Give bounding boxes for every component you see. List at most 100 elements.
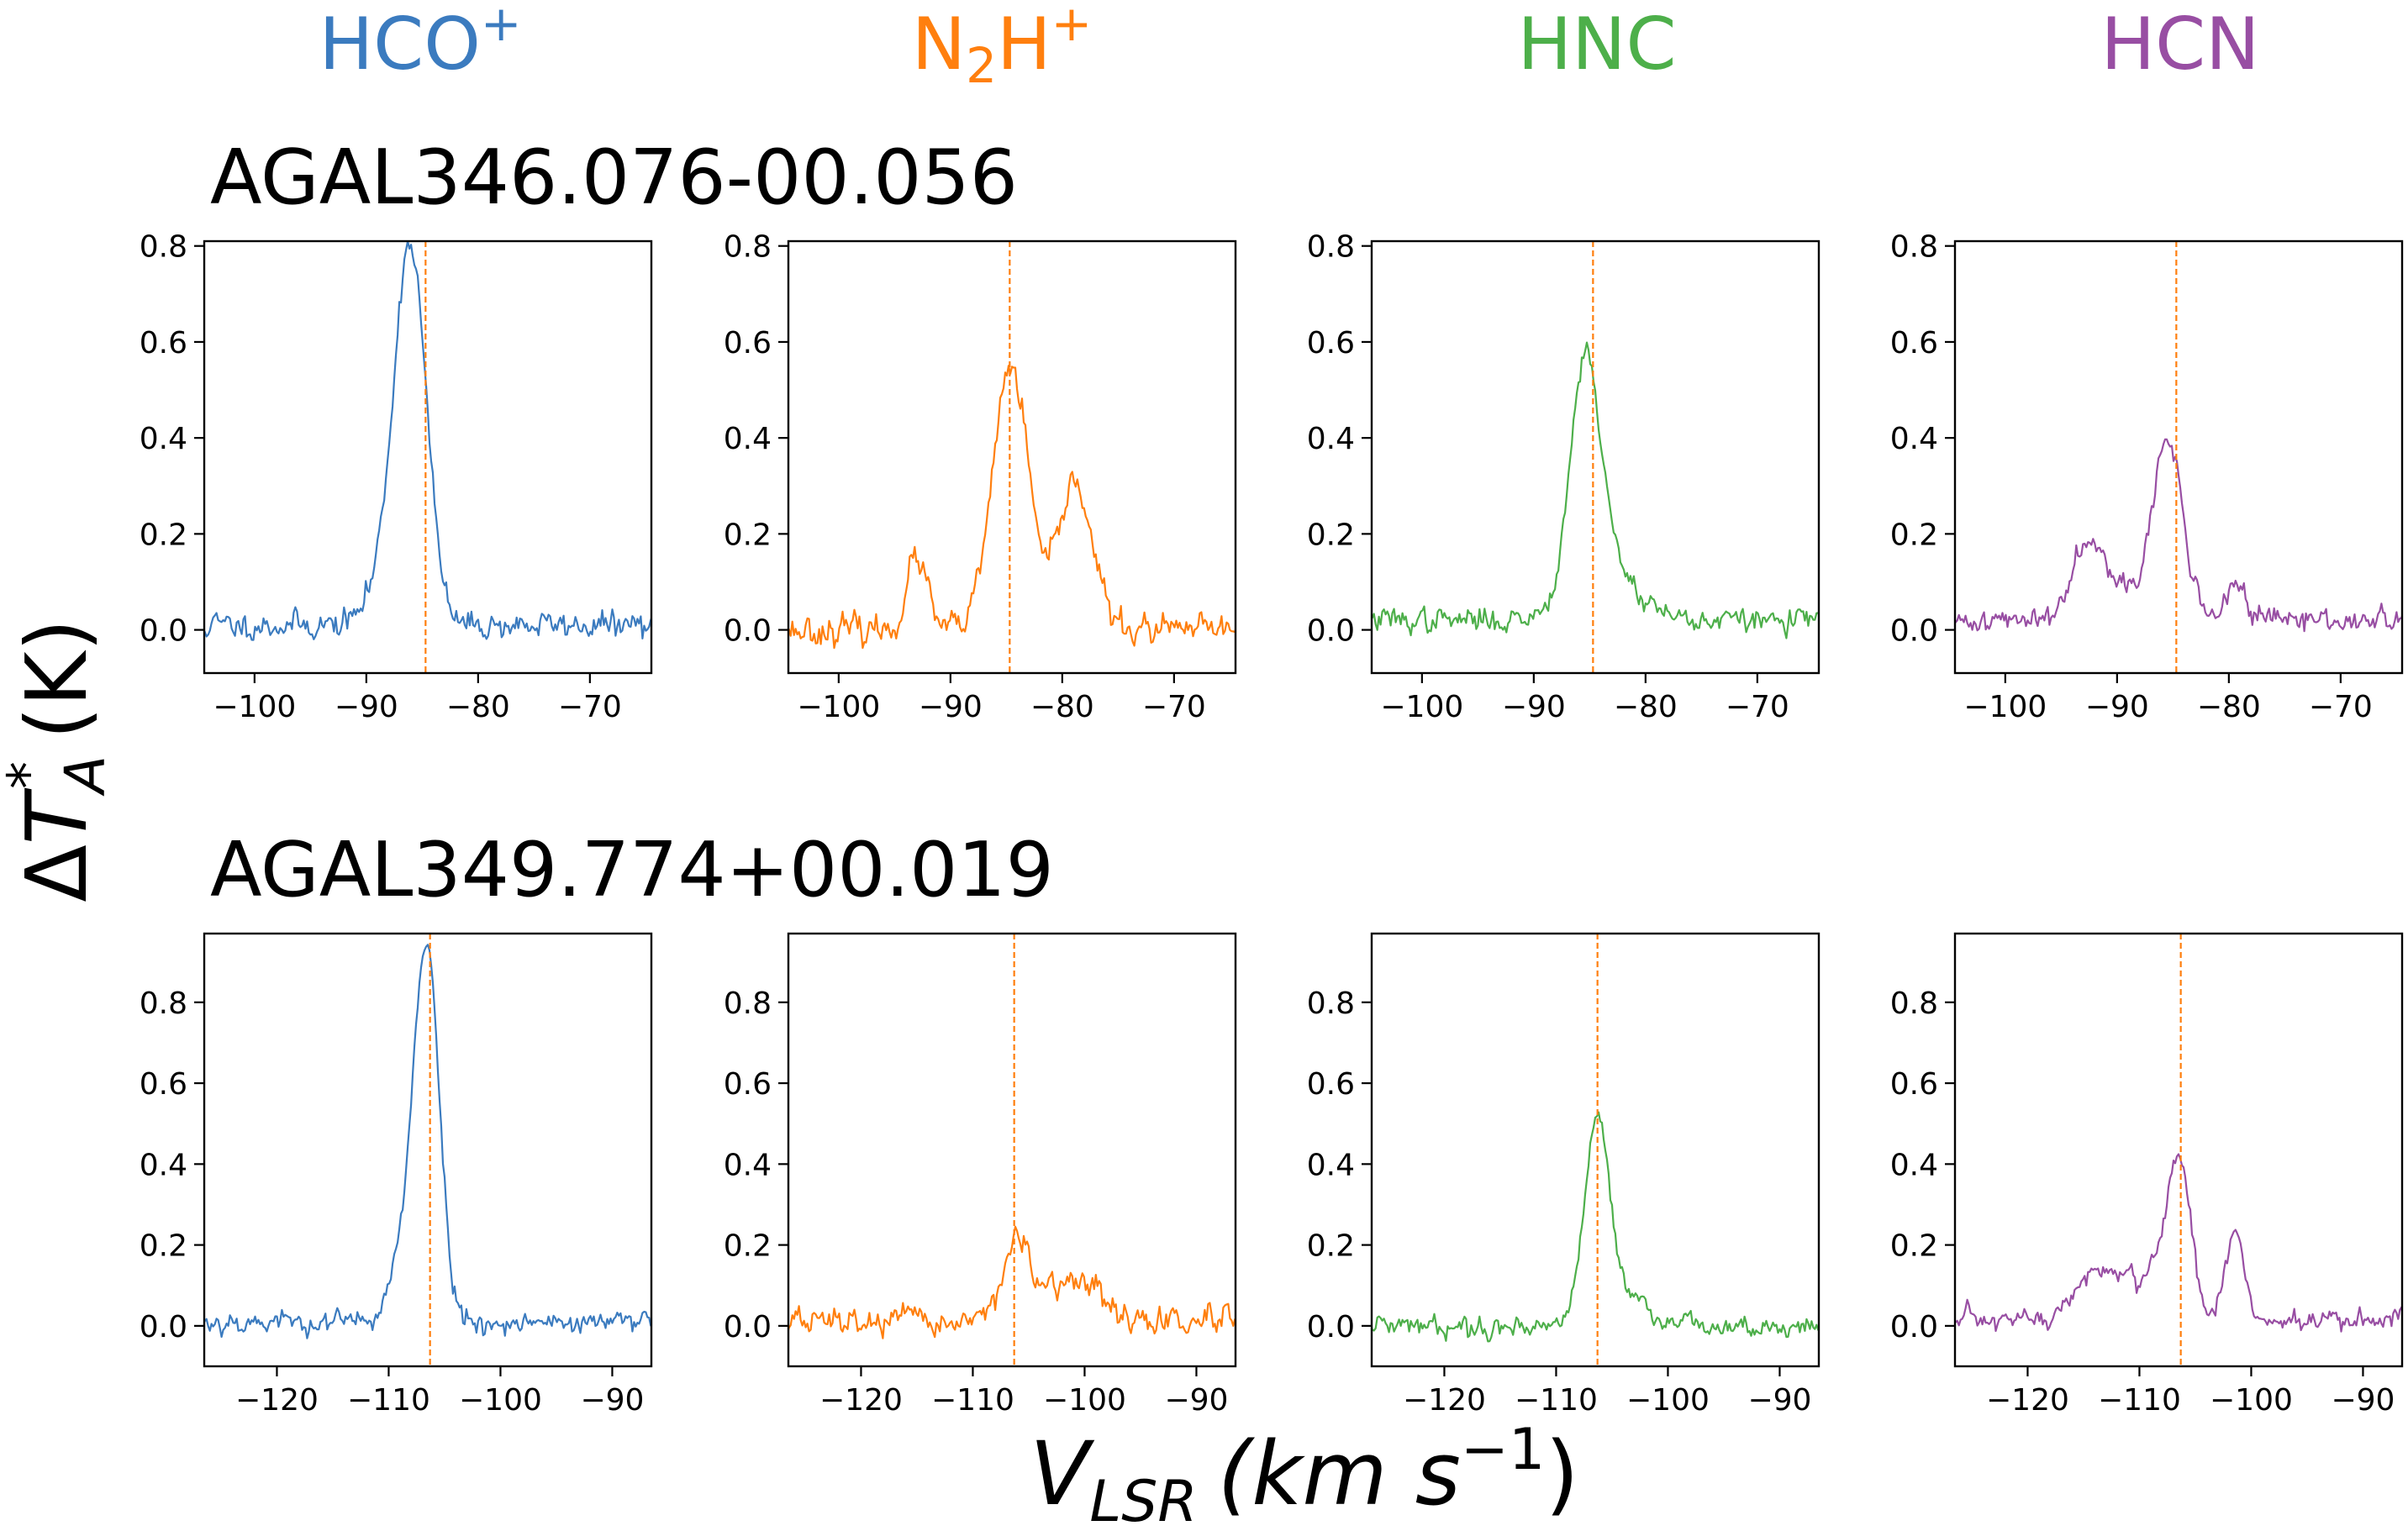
y-tick-label-r2-hnc-2: 0.4: [1307, 1148, 1355, 1182]
x-axis-label-V: V: [1030, 1423, 1095, 1525]
column-title-hco-text: HCO: [319, 3, 480, 87]
y-tick-label-r1-hco-4: 0.8: [140, 230, 187, 265]
panel-r1-hco: −100 −90 −80 −70 0.0 0.2 0.4 0.6 0.8: [140, 230, 653, 724]
x-tick-label-r1-hcn-2: −80: [2197, 690, 2261, 724]
y-tick-label-r2-hcn-2: 0.4: [1890, 1148, 1938, 1182]
spectrum-line-r2-hcn: [1955, 1153, 2402, 1333]
panel-r2-hnc: −120 −110 −100 −90 0.0 0.2 0.4 0.6 0.8: [1307, 932, 1820, 1418]
y-tick-label-r1-n2h-1: 0.2: [724, 518, 772, 552]
column-title-n2h-text2: H: [997, 3, 1051, 87]
panels-group: −100 −90 −80 −70 0.0 0.2 0.4 0.6 0.8 −100 −90 −80 −7…: [140, 230, 2404, 1418]
y-tick-label-r2-hcn-4: 0.8: [1890, 986, 1938, 1021]
x-tick-label-r2-hcn-2: −100: [2210, 1383, 2293, 1418]
y-tick-label-r1-hco-0: 0.0: [140, 614, 187, 649]
x-tick-label-r1-n2h-3: −70: [1142, 690, 1206, 724]
x-axis-label-sub: LSR: [1089, 1469, 1197, 1531]
column-title-n2h: N2H+: [912, 0, 1093, 94]
spectrum-line-r1-hcn: [1955, 438, 2402, 633]
panel-r2-hco: −120 −110 −100 −90 0.0 0.2 0.4 0.6 0.8: [140, 932, 653, 1418]
y-tick-label-r2-hnc-3: 0.6: [1307, 1067, 1355, 1102]
spectrum-line-r1-hnc: [1372, 341, 1819, 639]
y-tick-label-r1-hco-3: 0.6: [140, 326, 187, 360]
x-tick-label-r1-hnc-2: −80: [1614, 690, 1678, 724]
y-tick-label-r2-n2h-2: 0.4: [724, 1148, 772, 1182]
column-title-hco: HCO+: [319, 0, 521, 87]
x-axis-label: VLSR (km s−1): [1030, 1417, 1579, 1531]
x-tick-label-r1-hcn-3: −70: [2309, 690, 2373, 724]
y-tick-label-r2-hcn-1: 0.2: [1890, 1229, 1938, 1264]
y-tick-label-r1-n2h-0: 0.0: [724, 614, 772, 649]
y-tick-label-r1-n2h-2: 0.4: [724, 422, 772, 456]
column-title-hco-sup: +: [481, 0, 522, 52]
column-title-n2h-sup: +: [1051, 0, 1093, 52]
y-tick-label-r2-hnc-0: 0.0: [1307, 1310, 1355, 1344]
x-tick-label-r2-n2h-0: −120: [819, 1383, 903, 1418]
panel-r2-n2h: −120 −110 −100 −90 0.0 0.2 0.4 0.6 0.8: [724, 932, 1237, 1418]
y-tick-label-r1-hco-1: 0.2: [140, 518, 187, 552]
panel-frame-r1-hnc: [1370, 239, 1820, 675]
y-axis-label-delta: Δ: [8, 844, 106, 902]
y-tick-label-r1-hco-2: 0.4: [140, 422, 187, 456]
y-axis-label-T: T: [8, 787, 106, 844]
x-tick-label-r2-hco-0: −120: [235, 1383, 319, 1418]
y-tick-label-r1-hnc-3: 0.6: [1307, 326, 1355, 360]
column-title-hnc: HNC: [1517, 3, 1676, 87]
x-tick-label-r1-hnc-1: −90: [1502, 690, 1566, 724]
x-axis-label-unit: (km s: [1218, 1423, 1461, 1525]
y-tick-label-r1-n2h-4: 0.8: [724, 230, 772, 265]
y-tick-label-r2-hco-2: 0.4: [140, 1148, 187, 1182]
x-tick-label-r1-hco-2: −80: [446, 690, 510, 724]
y-tick-label-r2-hco-1: 0.2: [140, 1229, 187, 1264]
x-tick-label-r2-n2h-1: −110: [931, 1383, 1014, 1418]
panel-frame-r1-n2h: [787, 239, 1237, 675]
y-axis-label-unit: (K): [8, 618, 106, 739]
x-tick-label-r2-hnc-3: −90: [1747, 1383, 1811, 1418]
x-tick-label-r2-hco-1: −110: [347, 1383, 430, 1418]
x-axis-label-unit-sup: −1: [1461, 1417, 1545, 1483]
x-tick-label-r2-hco-3: −90: [580, 1383, 644, 1418]
panel-r2-hcn: −120 −110 −100 −90 0.0 0.2 0.4 0.6 0.8: [1890, 932, 2404, 1418]
spectrum-line-r1-n2h: [788, 365, 1236, 650]
x-tick-label-r1-hnc-3: −70: [1726, 690, 1789, 724]
x-tick-label-r1-n2h-1: −90: [919, 690, 983, 724]
column-title-hcn: HCN: [2100, 3, 2259, 87]
y-tick-label-r1-hcn-0: 0.0: [1890, 614, 1938, 649]
y-axis-label: ΔTA* (K): [0, 618, 118, 902]
y-tick-label-r2-n2h-1: 0.2: [724, 1229, 772, 1264]
y-axis-label-sub: A: [53, 755, 118, 797]
x-axis-label-unit-close: ): [1545, 1423, 1579, 1525]
x-tick-label-r2-hcn-1: −110: [2098, 1383, 2181, 1418]
spectrum-line-r2-n2h: [788, 1225, 1236, 1339]
spectrum-line-r2-hnc: [1372, 1111, 1819, 1343]
x-tick-label-r1-hcn-1: −90: [2085, 690, 2149, 724]
y-tick-label-r2-hcn-0: 0.0: [1890, 1310, 1938, 1344]
y-tick-label-r2-hco-3: 0.6: [140, 1067, 187, 1102]
y-tick-label-r1-hcn-4: 0.8: [1890, 230, 1938, 265]
x-tick-label-r2-hnc-0: −120: [1403, 1383, 1486, 1418]
y-tick-label-r2-hco-4: 0.8: [140, 986, 187, 1021]
panel-r1-hnc: −100 −90 −80 −70 0.0 0.2 0.4 0.6 0.8: [1307, 230, 1820, 724]
x-tick-label-r1-hco-0: −100: [213, 690, 296, 724]
y-tick-label-r2-n2h-4: 0.8: [724, 986, 772, 1021]
column-title-n2h-sub: 2: [966, 37, 997, 94]
x-tick-label-r2-hcn-3: −90: [2331, 1383, 2395, 1418]
x-tick-label-r2-hnc-1: −110: [1515, 1383, 1598, 1418]
y-tick-label-r1-n2h-3: 0.6: [724, 326, 772, 360]
row-title-2: AGAL349.774+00.019: [210, 826, 1054, 914]
y-tick-label-r2-n2h-0: 0.0: [724, 1310, 772, 1344]
y-tick-label-r2-hcn-3: 0.6: [1890, 1067, 1938, 1102]
x-tick-label-r2-n2h-3: −90: [1164, 1383, 1228, 1418]
y-tick-label-r1-hcn-1: 0.2: [1890, 518, 1938, 552]
y-tick-label-r1-hcn-2: 0.4: [1890, 422, 1938, 456]
y-tick-label-r1-hnc-1: 0.2: [1307, 518, 1355, 552]
x-tick-label-r2-hnc-2: −100: [1626, 1383, 1710, 1418]
panel-frame-r2-hnc: [1370, 932, 1820, 1368]
y-tick-label-r1-hnc-2: 0.4: [1307, 422, 1355, 456]
x-tick-label-r1-hco-3: −70: [558, 690, 622, 724]
x-tick-label-r1-n2h-2: −80: [1030, 690, 1094, 724]
y-tick-label-r2-n2h-3: 0.6: [724, 1067, 772, 1102]
x-tick-label-r1-n2h-0: −100: [797, 690, 880, 724]
x-tick-label-r1-hnc-0: −100: [1380, 690, 1463, 724]
x-tick-label-r2-n2h-2: −100: [1043, 1383, 1126, 1418]
panel-frame-r2-hcn: [1953, 932, 2404, 1368]
